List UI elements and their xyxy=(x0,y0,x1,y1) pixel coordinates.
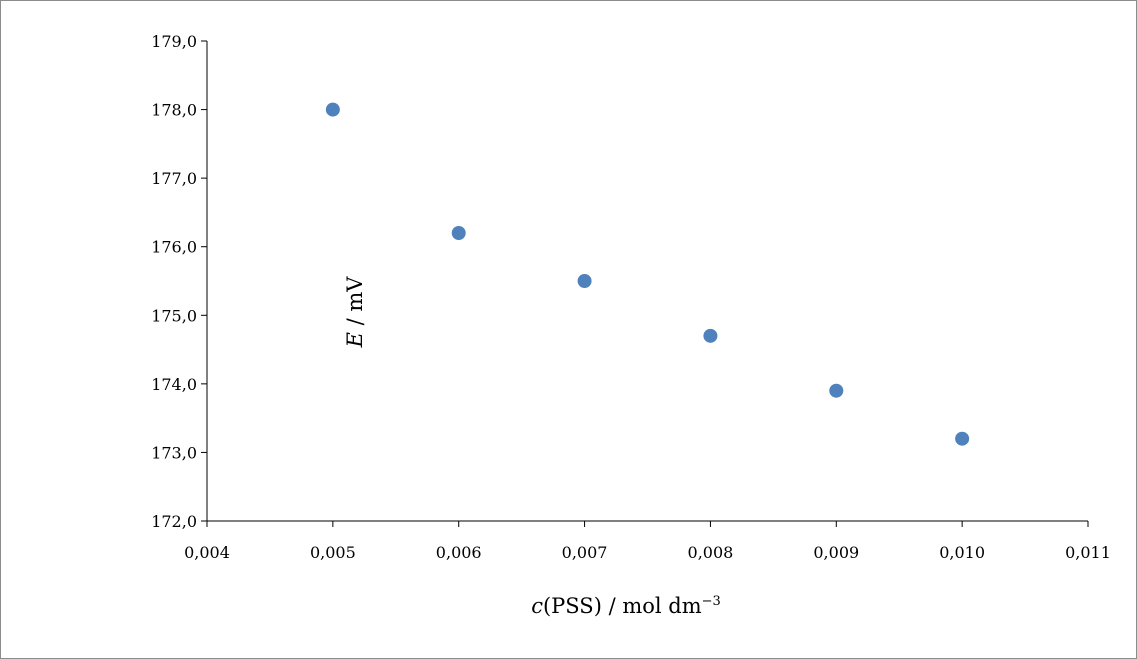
x-axis-title: c(PSS) / mol dm−3 xyxy=(531,594,721,618)
data-point xyxy=(829,383,844,398)
y-axis-title: E / mV xyxy=(343,277,367,348)
y-tick-label: 173,0 xyxy=(151,443,197,462)
x-axis-unit: (PSS) / mol dm xyxy=(542,594,702,618)
y-tick-label: 172,0 xyxy=(151,512,197,531)
y-tick-label: 174,0 xyxy=(151,375,197,394)
x-tick-label: 0,011 xyxy=(1065,543,1111,562)
y-axis-variable: E xyxy=(343,332,367,348)
y-tick-label: 179,0 xyxy=(151,32,197,51)
data-point xyxy=(577,274,592,288)
y-tick-label: 178,0 xyxy=(151,101,197,120)
data-point xyxy=(325,102,340,117)
y-axis-unit: / mV xyxy=(343,276,367,333)
data-points xyxy=(325,102,970,446)
x-tick-label: 0,007 xyxy=(562,543,608,562)
x-tick-label: 0,010 xyxy=(939,543,985,562)
x-tick-label: 0,004 xyxy=(184,543,230,562)
axes xyxy=(206,41,1088,522)
x-tick-label: 0,005 xyxy=(310,543,356,562)
x-axis-unit-exponent: −3 xyxy=(701,594,721,609)
data-point xyxy=(451,226,466,240)
y-tick-label: 176,0 xyxy=(151,238,197,257)
x-tick-label: 0,009 xyxy=(813,543,859,562)
x-tick-label: 0,008 xyxy=(688,543,734,562)
y-tick-label: 177,0 xyxy=(151,169,197,188)
x-axis-variable: c xyxy=(531,594,543,618)
y-tick-label: 175,0 xyxy=(151,306,197,325)
data-point xyxy=(703,328,718,343)
x-tick-label: 0,006 xyxy=(436,543,482,562)
ticks: 172,0 173,0 174,0 175,0 176,0 177,0 178,0 179,0… xyxy=(151,32,1111,562)
data-point xyxy=(955,431,970,446)
